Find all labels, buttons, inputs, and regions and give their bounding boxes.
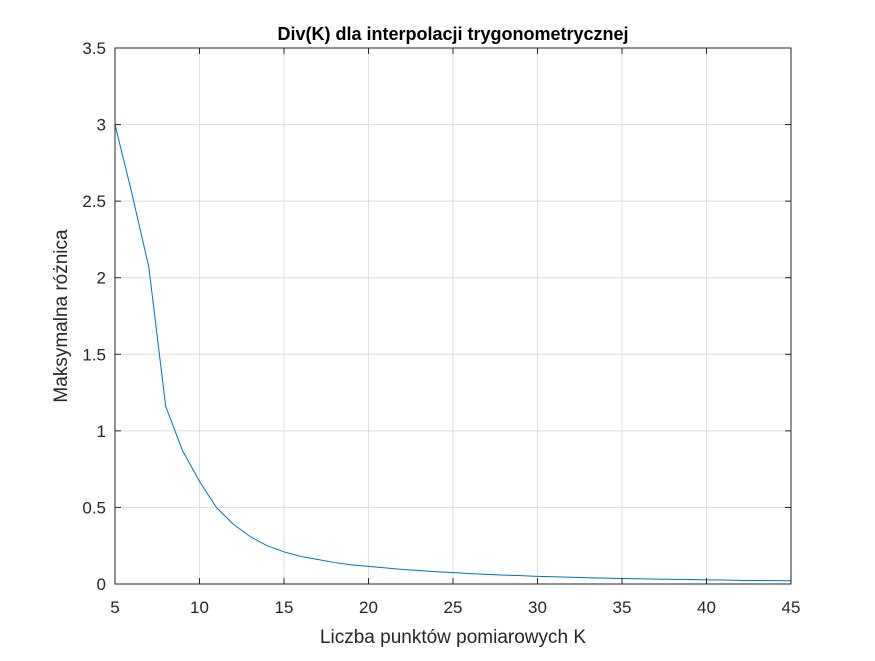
y-tick-labels: 0 0.5 1 1.5 2 2.5 3 3.5 [82,39,106,594]
chart-title: Div(K) dla interpolacji trygonometryczne… [277,24,628,44]
x-tick-label: 30 [528,598,547,617]
series-layer [114,124,792,582]
x-tick-label: 10 [190,598,209,617]
y-tick-label: 1.5 [82,345,106,364]
x-tick-label: 45 [782,598,801,617]
y-tick-label: 3.5 [82,39,106,58]
y-tick-label: 3 [97,116,106,135]
y-tick-label: 2 [97,269,106,288]
grid-lines [115,48,791,584]
x-axis-label: Liczba punktów pomiarowych K [320,627,586,648]
x-tick-labels: 5 10 15 20 25 30 35 40 45 [110,598,800,617]
y-tick-label: 2.5 [82,192,106,211]
x-tick-label: 20 [359,598,378,617]
y-tick-label: 0 [97,575,106,594]
y-tick-label: 1 [97,422,106,441]
series-line [114,124,792,582]
y-axis-label: Maksymalna różnica [51,229,72,403]
y-tick-label: 0.5 [82,498,106,517]
x-tick-label: 35 [613,598,632,617]
x-tick-label: 15 [275,598,294,617]
x-tick-label: 25 [444,598,463,617]
x-tick-label: 5 [110,598,119,617]
x-tick-label: 40 [697,598,716,617]
axis-ticks [114,47,792,585]
